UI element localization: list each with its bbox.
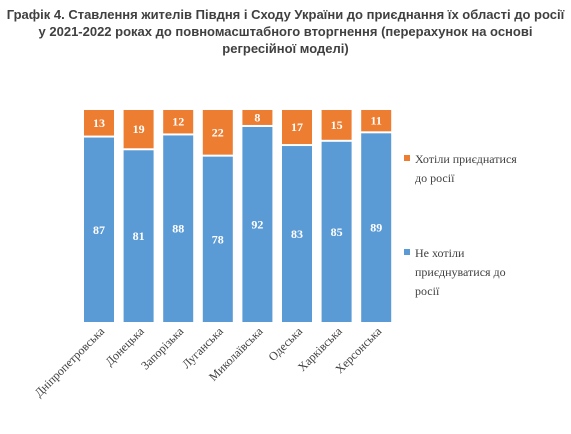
bar-not-wanted <box>282 146 312 322</box>
data-label-not-wanted: 83 <box>291 227 303 241</box>
legend-item-wanted: Хотіли приєднатися до росії <box>404 150 524 188</box>
data-label-wanted: 8 <box>254 110 260 124</box>
bar-wanted <box>361 110 392 132</box>
bar-not-wanted <box>361 133 392 322</box>
bar-wanted <box>163 110 194 134</box>
legend-label-not-wanted: Не хотіли приєднуватися до росії <box>415 246 506 298</box>
bar-wanted <box>321 110 352 140</box>
data-label-wanted: 19 <box>133 122 145 136</box>
data-label-not-wanted: 85 <box>331 225 343 239</box>
data-label-wanted: 13 <box>93 116 105 130</box>
data-label-wanted: 15 <box>331 118 343 132</box>
data-label-not-wanted: 87 <box>93 223 105 237</box>
category-label: Одеська <box>266 324 306 364</box>
bar-wanted <box>84 110 114 136</box>
legend-item-not-wanted: Не хотіли приєднуватися до росії <box>404 244 524 301</box>
bar-not-wanted <box>163 135 194 322</box>
bar-not-wanted <box>123 150 154 322</box>
bar-wanted <box>123 110 154 149</box>
chart-title: Графік 4. Ставлення жителів Півдня і Схо… <box>6 7 565 56</box>
legend-label-wanted: Хотіли приєднатися до росії <box>415 152 517 185</box>
bar-not-wanted <box>84 137 114 322</box>
data-label-not-wanted: 89 <box>370 221 382 235</box>
bar-wanted <box>242 110 273 125</box>
data-label-not-wanted: 88 <box>172 222 184 236</box>
category-label: Дніпропетровська <box>32 324 108 400</box>
bar-not-wanted <box>242 126 273 323</box>
data-label-wanted: 22 <box>212 125 224 139</box>
data-label-not-wanted: 81 <box>133 229 145 243</box>
data-label-wanted: 11 <box>371 114 382 128</box>
category-label: Запорізька <box>138 324 187 373</box>
data-label-not-wanted: 92 <box>251 217 263 231</box>
bar-wanted <box>282 110 312 145</box>
bar-wanted <box>202 110 233 155</box>
legend-swatch-not-wanted <box>404 249 410 255</box>
data-label-wanted: 17 <box>291 120 303 134</box>
legend-swatch-wanted <box>404 155 410 161</box>
data-label-not-wanted: 78 <box>212 232 224 246</box>
data-label-wanted: 12 <box>172 115 184 129</box>
bar-not-wanted <box>321 141 352 322</box>
bar-not-wanted <box>202 156 233 322</box>
